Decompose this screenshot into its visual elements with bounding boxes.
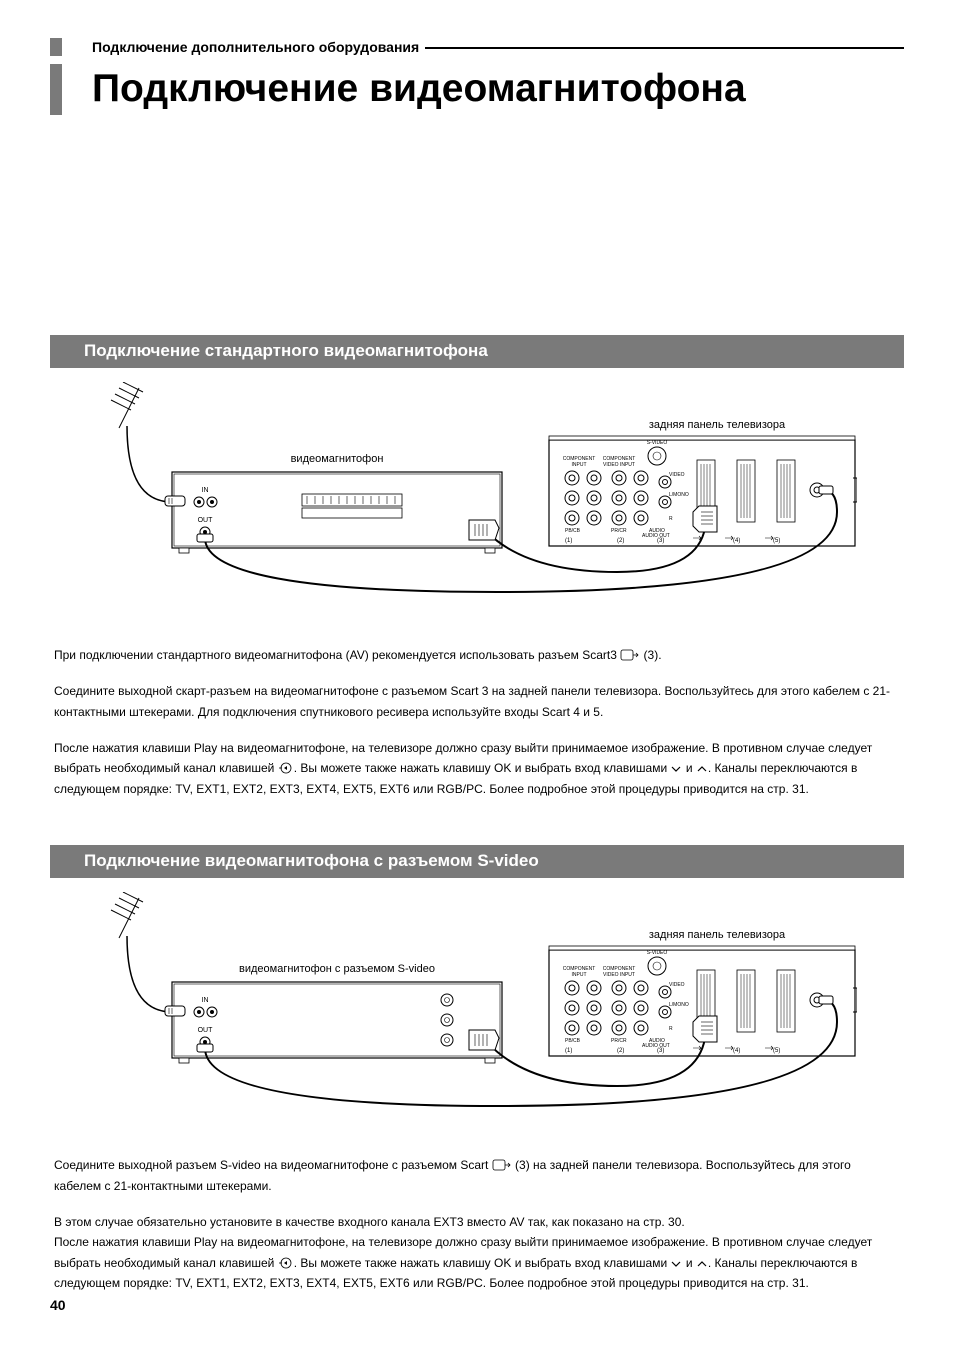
- section1-para3: После нажатия клавиши Play на видеомагни…: [50, 738, 904, 799]
- section1-heading: Подключение стандартного видеомагнитофон…: [50, 335, 904, 368]
- svg-text:INPUT: INPUT: [572, 462, 587, 468]
- section2-heading: Подключение видеомагнитофона с разъемом …: [50, 845, 904, 878]
- svg-text:(1): (1): [565, 1048, 572, 1054]
- svg-text:(5): (5): [773, 538, 780, 544]
- chevron-down-icon: [670, 764, 682, 774]
- page-number: 40: [50, 1297, 66, 1313]
- svg-text:L/MONO: L/MONO: [669, 1002, 689, 1008]
- svg-text:PB/CB: PB/CB: [565, 1038, 581, 1044]
- svg-text:S-VIDEO: S-VIDEO: [647, 440, 668, 446]
- port-out-label: OUT: [198, 517, 214, 524]
- section2-para1: Соедините выходной разъем S-video на вид…: [50, 1155, 904, 1196]
- section1-diagram: видеомагнитофон IN OUT задняя панель тел…: [97, 382, 857, 617]
- svg-text:VIDEO INPUT: VIDEO INPUT: [603, 972, 635, 978]
- title-row: Подключение видеомагнитофона: [50, 64, 904, 115]
- svg-text:VIDEO: VIDEO: [669, 982, 685, 988]
- vcr-connection-diagram: видеомагнитофон IN OUT задняя панель тел…: [97, 382, 857, 612]
- section2-para3: После нажатия клавиши Play на видеомагни…: [50, 1232, 904, 1293]
- svg-text:PR/CR: PR/CR: [611, 528, 627, 534]
- text: . Вы можете также нажать клавишу OK и вы…: [294, 761, 671, 775]
- text: (3).: [640, 648, 661, 662]
- circle-arrow-icon: [278, 762, 294, 774]
- svg-text:(5): (5): [773, 1048, 780, 1054]
- svideo-connection-diagram: видеомагнитофон с разъемом S-video IN OU…: [97, 892, 857, 1122]
- page-title: Подключение видеомагнитофона: [92, 64, 746, 115]
- section2-diagram: видеомагнитофон с разъемом S-video IN OU…: [97, 892, 857, 1127]
- circle-arrow-icon: [278, 1257, 294, 1269]
- section1-para2: Соедините выходной скарт-разъем на видео…: [50, 681, 904, 722]
- tv-label: задняя панель телевизора: [649, 929, 786, 941]
- text: и: [682, 761, 695, 775]
- text: и: [682, 1256, 695, 1270]
- svg-text:INPUT: INPUT: [572, 972, 587, 978]
- chevron-down-icon: [670, 1259, 682, 1269]
- svg-text:L/MONO: L/MONO: [669, 492, 689, 498]
- header-rule: [425, 47, 904, 49]
- text: При подключении стандартного видеомагнит…: [54, 648, 620, 662]
- svg-text:(4): (4): [733, 538, 740, 544]
- svg-text:AUDIO OUT: AUDIO OUT: [642, 1043, 670, 1049]
- tv-label: задняя панель телевизора: [649, 419, 786, 431]
- scart-arrow-icon: [492, 1159, 512, 1171]
- svg-text:R: R: [669, 1026, 673, 1032]
- vcr-label: видеомагнитофон: [291, 453, 384, 465]
- svg-text:(1): (1): [565, 538, 572, 544]
- header-line: Подключение дополнительного оборудования: [50, 38, 904, 56]
- svg-text:PR/CR: PR/CR: [611, 1038, 627, 1044]
- svg-text:S-VIDEO: S-VIDEO: [647, 950, 668, 956]
- port-in-label: IN: [202, 997, 209, 1004]
- svg-text:AUDIO OUT: AUDIO OUT: [642, 533, 670, 539]
- svg-text:(2): (2): [617, 538, 624, 544]
- text: . Вы можете также нажать клавишу OK и вы…: [294, 1256, 671, 1270]
- scart-arrow-icon: [620, 649, 640, 661]
- svg-text:(2): (2): [617, 1048, 624, 1054]
- port-in-label: IN: [202, 487, 209, 494]
- svg-text:R: R: [669, 516, 673, 522]
- header-accent-bar: [50, 38, 62, 56]
- section2-para2: В этом случае обязательно установите в к…: [50, 1212, 904, 1232]
- svg-text:(4): (4): [733, 1048, 740, 1054]
- section1-para1: При подключении стандартного видеомагнит…: [50, 645, 904, 665]
- vcr-label: видеомагнитофон с разъемом S-video: [239, 963, 435, 975]
- breadcrumb: Подключение дополнительного оборудования: [92, 39, 419, 55]
- svg-text:VIDEO INPUT: VIDEO INPUT: [603, 462, 635, 468]
- svg-text:VIDEO: VIDEO: [669, 472, 685, 478]
- port-out-label: OUT: [198, 1027, 214, 1034]
- text: Соедините выходной разъем S-video на вид…: [54, 1158, 492, 1172]
- chevron-up-icon: [696, 1259, 708, 1269]
- chevron-up-icon: [696, 764, 708, 774]
- svg-text:PB/CB: PB/CB: [565, 528, 581, 534]
- title-accent-bar: [50, 64, 62, 115]
